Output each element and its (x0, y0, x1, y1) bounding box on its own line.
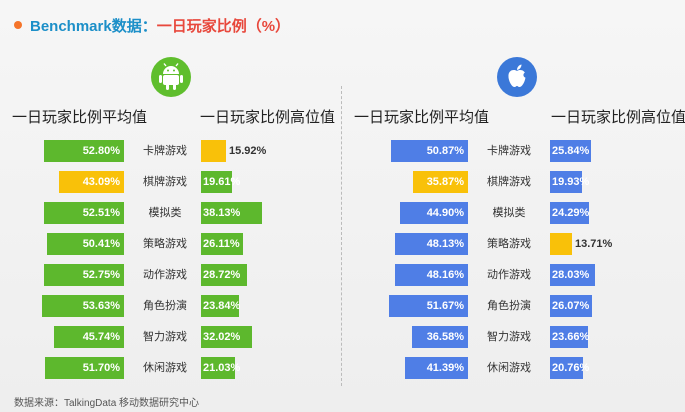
android-high-bar (201, 233, 243, 255)
android-category-label: 智力游戏 (143, 331, 187, 343)
android-high-bar (201, 295, 239, 317)
title-sub: 一日玩家比例（%） (156, 17, 291, 35)
ios-avg-bar: 41.39% (405, 357, 468, 379)
ios-avg-bar: 48.13% (395, 233, 468, 255)
android-category-label: 模拟类 (148, 207, 182, 219)
android-high-value: 38.13% (203, 207, 241, 219)
ios-high-bar (550, 295, 592, 317)
android-category-label: 角色扮演 (143, 300, 187, 312)
ios-avg-bar: 44.90% (400, 202, 468, 224)
ios-high-bar (550, 171, 582, 193)
ios-category-label: 模拟类 (492, 207, 526, 219)
android-avg-bar: 52.51% (44, 202, 124, 224)
page-title: Benchmark数据： 一日玩家比例（%） (14, 12, 290, 38)
android-icon (151, 57, 191, 97)
ios-high-bar (550, 140, 591, 162)
ios-high-bar (550, 326, 588, 348)
ios-avg-bar: 35.87% (413, 171, 468, 193)
android-high-bar (201, 264, 247, 286)
ios-high-bar (550, 357, 583, 379)
android-high-value: 15.92% (229, 145, 267, 157)
android-category-label: 策略游戏 (143, 238, 187, 250)
android-category-label: 动作游戏 (143, 269, 187, 281)
android-high-bar (201, 171, 232, 193)
ios-high-value: 25.84% (552, 145, 590, 157)
android-high-value: 23.84% (203, 300, 241, 312)
ios-high-header: 一日玩家比例高位值 (551, 109, 685, 126)
ios-category-label: 角色扮演 (487, 300, 531, 312)
android-high-value: 19.61% (203, 176, 241, 188)
title-main: Benchmark数据： (30, 17, 157, 35)
android-avg-bar: 43.09% (59, 171, 124, 193)
apple-icon (497, 57, 537, 97)
ios-category-label: 智力游戏 (487, 331, 531, 343)
ios-high-value: 28.03% (552, 269, 590, 281)
android-high-bar (201, 326, 252, 348)
ios-category-label: 棋牌游戏 (487, 176, 531, 188)
ios-high-value: 26.07% (552, 300, 590, 312)
android-avg-bar: 51.70% (45, 357, 124, 379)
ios-high-value: 20.76% (552, 362, 590, 374)
ios-high-value: 13.71% (575, 238, 613, 250)
android-high-bar (201, 202, 262, 224)
android-high-value: 32.02% (203, 331, 241, 343)
ios-avg-bar: 50.87% (391, 140, 468, 162)
ios-high-value: 24.29% (552, 207, 590, 219)
android-avg-bar: 52.75% (44, 264, 124, 286)
ios-high-value: 19.93% (552, 176, 590, 188)
ios-avg-header: 一日玩家比例平均值 (354, 109, 490, 126)
ios-high-bar (550, 264, 595, 286)
android-category-label: 卡牌游戏 (143, 145, 187, 157)
android-high-bar (201, 140, 226, 162)
bullet-dot-icon (14, 21, 22, 29)
ios-category-label: 休闲游戏 (487, 362, 531, 374)
android-high-value: 26.11% (203, 238, 240, 250)
android-category-label: 棋牌游戏 (143, 176, 187, 188)
android-avg-header: 一日玩家比例平均值 (12, 109, 148, 126)
data-source-note: 数据来源：TalkingData 移动数据研究中心 (14, 398, 200, 409)
android-high-value: 21.03% (203, 362, 241, 374)
android-avg-bar: 52.80% (44, 140, 124, 162)
panel-divider (341, 86, 342, 386)
android-avg-bar: 53.63% (42, 295, 124, 317)
ios-high-value: 23.66% (552, 331, 590, 343)
android-high-bar (201, 357, 235, 379)
android-high-value: 28.72% (203, 269, 241, 281)
android-high-header: 一日玩家比例高位值 (200, 109, 336, 126)
ios-category-label: 策略游戏 (487, 238, 531, 250)
ios-avg-bar: 48.16% (395, 264, 468, 286)
ios-category-label: 卡牌游戏 (487, 145, 531, 157)
ios-high-bar (550, 202, 589, 224)
ios-category-label: 动作游戏 (487, 269, 531, 281)
ios-avg-bar: 51.67% (389, 295, 468, 317)
android-category-label: 休闲游戏 (143, 362, 187, 374)
android-avg-bar: 50.41% (47, 233, 124, 255)
android-avg-bar: 45.74% (54, 326, 124, 348)
ios-high-bar (550, 233, 572, 255)
ios-avg-bar: 36.58% (412, 326, 468, 348)
